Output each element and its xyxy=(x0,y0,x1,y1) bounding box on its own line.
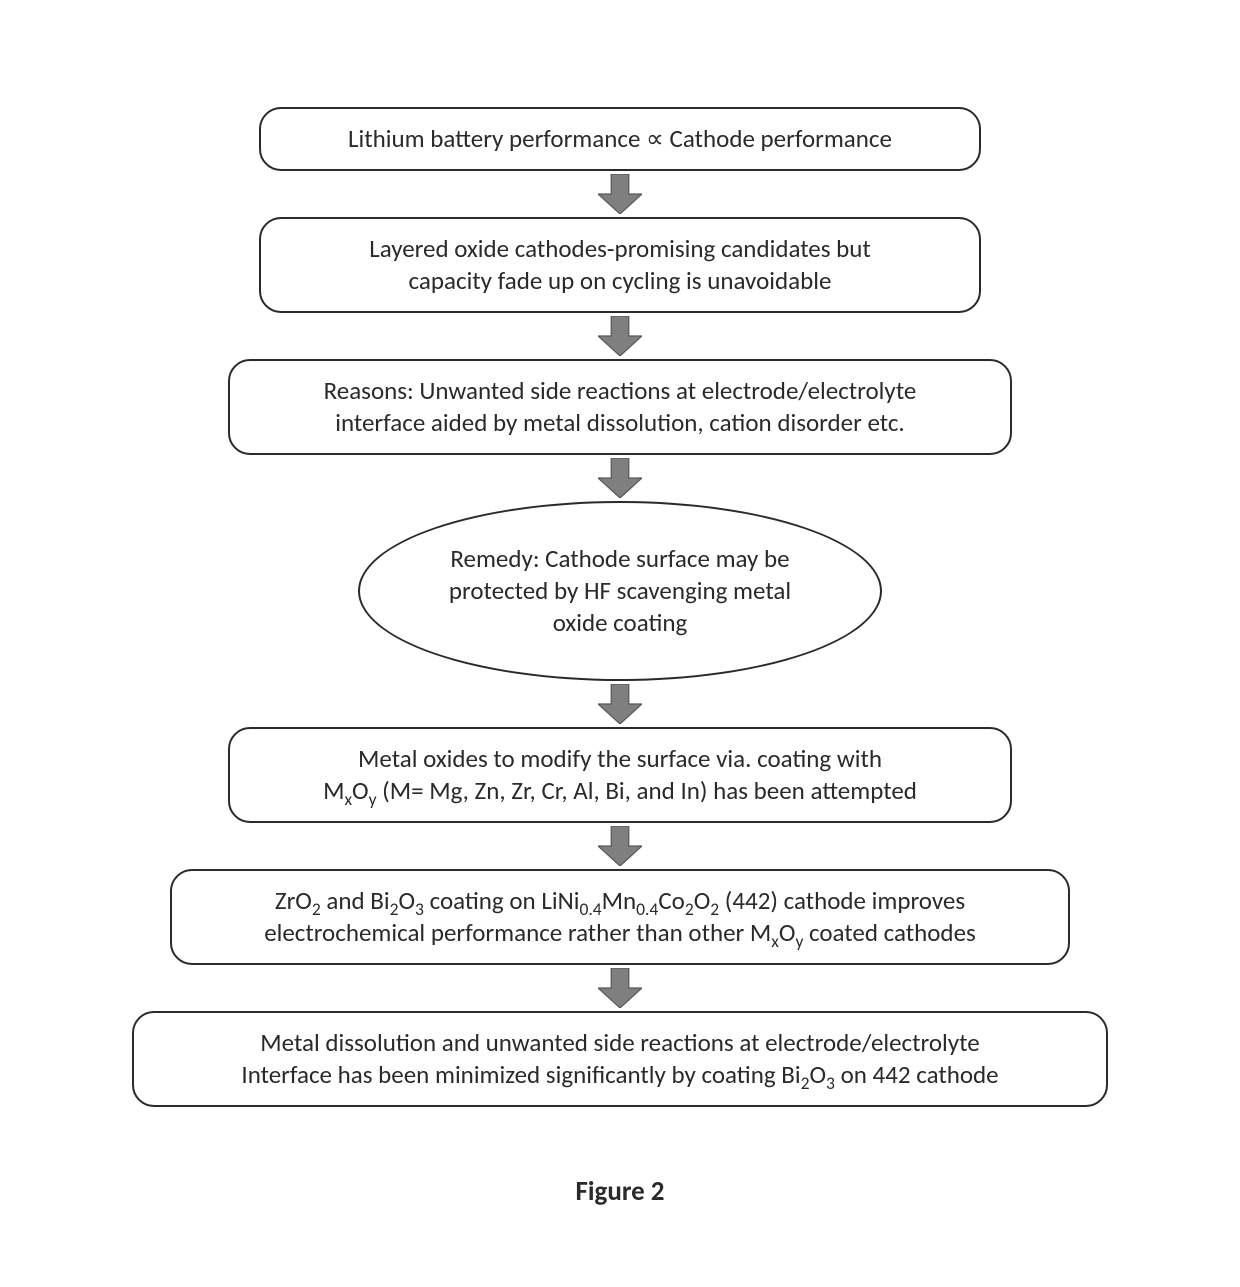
arrow-down-icon xyxy=(598,826,642,866)
figure-canvas: Lithium battery performance ∝ Cathode pe… xyxy=(0,0,1240,1287)
flow-arrow xyxy=(598,968,642,1008)
flow-node-box: Metal oxides to modify the surface via. … xyxy=(228,727,1012,823)
flow-node-text-line: capacity fade up on cycling is unavoidab… xyxy=(409,265,832,297)
flow-node-box: Layered oxide cathodes-promising candida… xyxy=(259,217,981,313)
flow-arrow xyxy=(598,684,642,724)
flow-node-text-line: interface aided by metal dissolution, ca… xyxy=(335,407,904,439)
arrow-down-icon xyxy=(598,458,642,498)
flow-node-box: ZrO2 and Bi2O3 coating on LiNi0.4Mn0.4Co… xyxy=(170,869,1070,965)
flow-node-box: Metal dissolution and unwanted side reac… xyxy=(132,1011,1108,1107)
flow-node-box: Lithium battery performance ∝ Cathode pe… xyxy=(259,107,981,171)
arrow-down-icon xyxy=(598,968,642,1008)
flow-arrow xyxy=(598,826,642,866)
flow-arrow xyxy=(598,316,642,356)
flow-node-text-line: electrochemical performance rather than … xyxy=(264,917,976,949)
flow-node-text-line: Remedy: Cathode surface may be xyxy=(450,543,789,575)
flow-node-ellipse: Remedy: Cathode surface may beprotected … xyxy=(358,501,882,681)
flowchart: Lithium battery performance ∝ Cathode pe… xyxy=(132,107,1108,1107)
flow-node-text-line: Reasons: Unwanted side reactions at elec… xyxy=(324,375,917,407)
flow-node-text-line: ZrO2 and Bi2O3 coating on LiNi0.4Mn0.4Co… xyxy=(275,885,965,917)
flow-node-box: Reasons: Unwanted side reactions at elec… xyxy=(228,359,1012,455)
arrow-down-icon xyxy=(598,684,642,724)
arrow-down-icon xyxy=(598,174,642,214)
flow-node-text-line: Metal dissolution and unwanted side reac… xyxy=(260,1027,979,1059)
flow-node-text-line: Lithium battery performance ∝ Cathode pe… xyxy=(348,123,892,155)
flow-arrow xyxy=(598,458,642,498)
flow-node-text-line: Layered oxide cathodes-promising candida… xyxy=(369,233,871,265)
figure-caption: Figure 2 xyxy=(576,1175,665,1208)
flow-node-text-line: Interface has been minimized significant… xyxy=(241,1059,998,1091)
flow-node-text-line: MxOy (M= Mg, Zn, Zr, Cr, Al, Bi, and In)… xyxy=(323,775,917,807)
flow-node-text-line: oxide coating xyxy=(553,607,688,639)
flow-arrow xyxy=(598,174,642,214)
flow-node-text-line: Metal oxides to modify the surface via. … xyxy=(358,743,882,775)
arrow-down-icon xyxy=(598,316,642,356)
flow-node-text-line: protected by HF scavenging metal xyxy=(449,575,791,607)
